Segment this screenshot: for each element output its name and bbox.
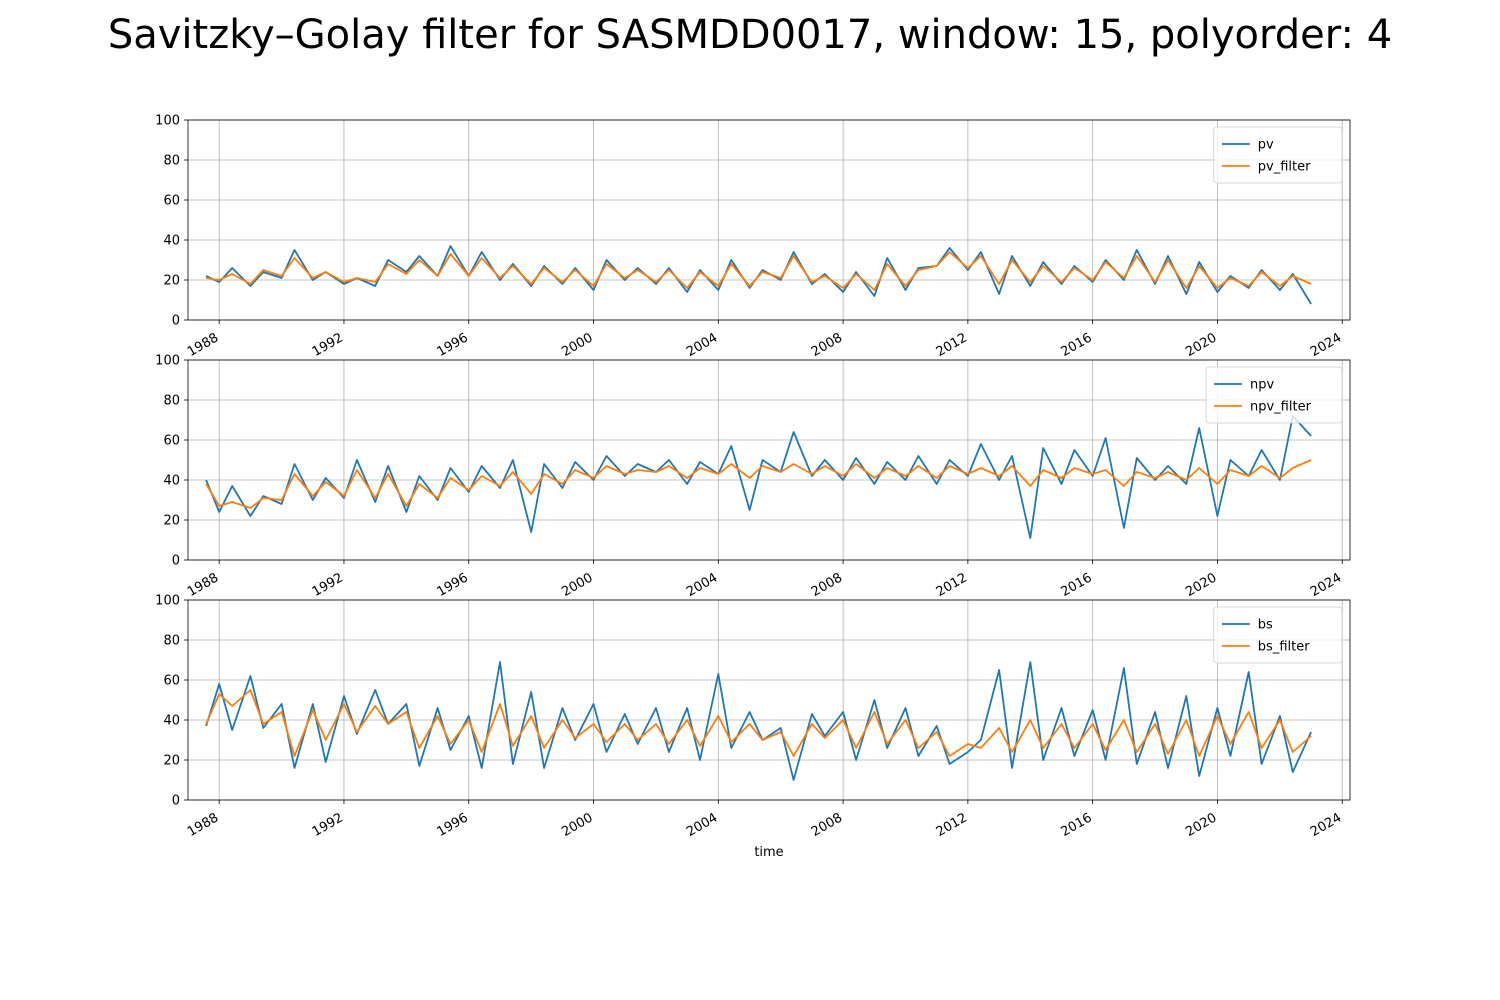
plot-frame — [187, 599, 1351, 801]
y-tick-label: 0 — [172, 794, 180, 809]
x-tick-label: 2016 — [1059, 330, 1095, 360]
x-tick-label: 2024 — [1308, 810, 1344, 840]
x-tick-label: 2008 — [809, 330, 845, 360]
x-tick-label: 2020 — [1183, 570, 1219, 600]
x-tick-label: 2004 — [684, 330, 720, 360]
y-tick-label: 40 — [163, 234, 180, 249]
x-tick-label: 2012 — [934, 810, 970, 840]
x-tick-label: 2020 — [1183, 330, 1219, 360]
y-tick-label: 60 — [163, 194, 180, 209]
legend-label: pv_filter — [1258, 160, 1311, 175]
legend-label: pv — [1258, 138, 1274, 153]
series-line-npv — [205, 415, 1312, 539]
x-tick-label: 1988 — [185, 570, 221, 600]
x-tick-label: 2004 — [684, 810, 720, 840]
legend-label: npv_filter — [1250, 400, 1312, 415]
x-tick-label: 1992 — [310, 810, 346, 840]
y-tick-label: 0 — [172, 314, 180, 329]
y-tick-label: 100 — [155, 114, 180, 129]
y-tick-label: 40 — [163, 714, 180, 729]
legend-label: bs — [1258, 618, 1273, 633]
x-tick-label: 1988 — [185, 810, 221, 840]
x-tick-label: 2012 — [934, 330, 970, 360]
y-tick-label: 0 — [172, 554, 180, 569]
x-tick-label: 2004 — [684, 570, 720, 600]
y-tick-label: 80 — [163, 634, 180, 649]
x-tick-label: 1996 — [435, 570, 471, 600]
plot-frame — [187, 119, 1351, 321]
x-tick-label: 1992 — [310, 570, 346, 600]
y-tick-label: 40 — [163, 474, 180, 489]
x-tick-label: 2000 — [559, 810, 595, 840]
y-tick-label: 60 — [163, 434, 180, 449]
x-tick-label: 1996 — [435, 810, 471, 840]
legend-box — [1213, 126, 1343, 184]
x-tick-label: 2000 — [559, 570, 595, 600]
x-tick-label: 2024 — [1308, 330, 1344, 360]
y-tick-label: 20 — [163, 514, 180, 529]
y-tick-label: 100 — [155, 354, 180, 369]
series-line-bs — [205, 661, 1312, 781]
x-tick-label: 2008 — [809, 810, 845, 840]
legend-label: bs_filter — [1258, 640, 1310, 655]
legend-box — [1213, 606, 1343, 664]
y-tick-label: 20 — [163, 274, 180, 289]
figure-title: Savitzky–Golay filter for SASMDD0017, wi… — [107, 12, 1393, 58]
y-tick-label: 80 — [163, 154, 180, 169]
x-tick-label: 2012 — [934, 570, 970, 600]
x-tick-label: 2024 — [1308, 570, 1344, 600]
y-tick-label: 60 — [163, 674, 180, 689]
y-tick-label: 100 — [155, 594, 180, 609]
x-tick-label: 2000 — [559, 330, 595, 360]
series-line-bs_filter — [205, 689, 1312, 757]
plot-frame — [187, 359, 1351, 561]
legend-label: npv — [1250, 378, 1274, 393]
x-tick-label: 2008 — [809, 570, 845, 600]
x-tick-label: 2016 — [1059, 570, 1095, 600]
series-line-pv_filter — [205, 251, 1312, 291]
series-line-npv_filter — [205, 459, 1312, 509]
y-tick-label: 80 — [163, 394, 180, 409]
y-tick-label: 20 — [163, 754, 180, 769]
legend-box — [1205, 366, 1343, 424]
x-tick-label: 1992 — [310, 330, 346, 360]
x-tick-label: 1988 — [185, 330, 221, 360]
x-tick-label: 1996 — [435, 330, 471, 360]
x-tick-label: 2016 — [1059, 810, 1095, 840]
x-axis-label: time — [754, 845, 783, 860]
x-tick-label: 2020 — [1183, 810, 1219, 840]
